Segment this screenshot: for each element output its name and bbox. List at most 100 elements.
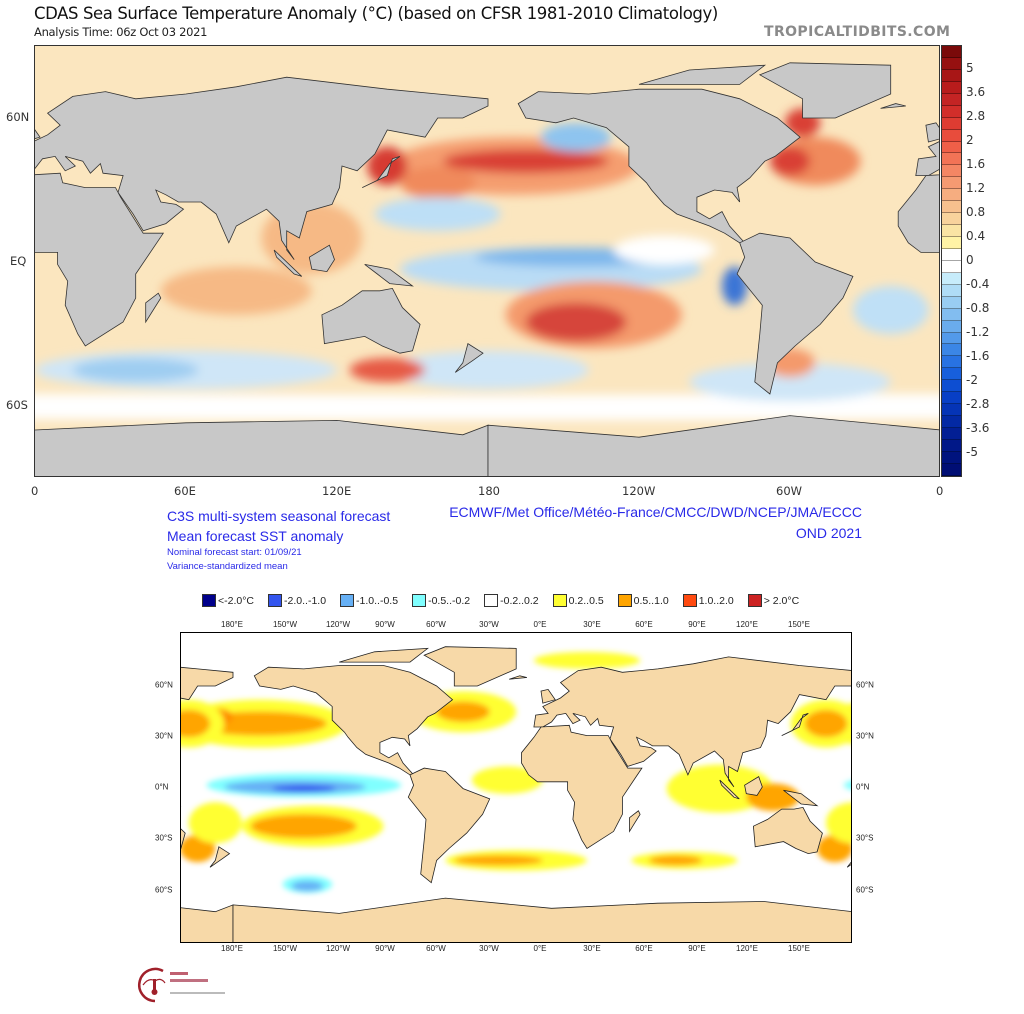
landmass-madagascar [145,292,162,324]
lat-tick-label: 30°N [856,731,874,741]
lon-tick-label: 0°E [533,620,547,629]
lon-tick-label: 120°W [325,620,351,629]
colorbar-label: -1.6 [966,349,990,363]
lat-tick-label: 0°N [856,782,870,792]
anomaly-region [540,122,612,152]
anomaly-region [160,266,312,315]
landmass-nz [454,342,484,373]
lat-tick-label: 30°S [155,833,173,843]
lat-tick-label: 30°S [856,833,874,843]
forecast-method: Variance-standardized mean [167,561,288,572]
colorbar-label: 2.8 [966,109,986,123]
lon-label: 120W [622,484,656,498]
colorbar-label: 3.6 [966,85,986,99]
colorbar-segment [942,416,961,428]
lon-label: 0 [31,484,39,498]
lon-tick-label: 150°E [788,620,810,629]
colorbar-segment [942,344,961,357]
anomaly-region [648,855,703,866]
lon-tick-label: 150°W [272,620,298,629]
legend-item: 1.0..2.0 [682,594,734,607]
analysis-map-canvas [35,46,939,476]
colorbar-segment [942,177,961,190]
lon-label: 0 [936,484,944,498]
page-title: CDAS Sea Surface Temperature Anomaly (°C… [34,4,718,23]
colorbar-segment [942,129,961,142]
landmass-japan [781,713,809,736]
colorbar-segment [942,69,961,82]
landmass-sumatra [719,779,740,800]
legend-label: > 2.0°C [763,594,800,607]
legend-swatch [268,594,283,607]
colorbar-segment [942,320,961,333]
colorbar-label: 0.8 [966,205,986,219]
sst-anomaly-analysis-map [34,45,940,477]
colorbar-segment [942,404,961,417]
anomaly-region [666,764,773,813]
lat-tick-label: 60°N [856,680,874,690]
lon-tick-label: 180°E [221,620,243,629]
lon-label: 60W [776,484,803,498]
colorbar-segment [942,225,961,237]
colorbar-segment [942,368,961,381]
lon-tick-label: 120°W [325,944,351,953]
lon-tick-label: 120°E [736,944,758,953]
legend-item: > 2.0°C [747,594,800,607]
colorbar-label: 0.4 [966,229,986,243]
colorbar-segment [942,308,961,321]
landmass-greenland [423,646,517,687]
colorbar-segment [942,272,961,285]
anomaly-region [843,780,851,790]
landmass-antarctica [181,904,234,942]
legend-item: <-2.0°C [202,594,254,607]
lon-tick-label: 30°E [583,944,601,953]
lat-label-60s: 60S [6,398,28,412]
landmass-newguinea [783,789,819,807]
colorbar-segment [942,46,961,58]
lat-tick-label: 60°N [155,680,173,690]
landmass-greenland [758,62,892,119]
anomaly-region [525,302,627,342]
forecast-legend: <-2.0°C -2.0..-1.0 -1.0..-0.5 -0.5..-0.2 -0.… [202,594,813,607]
lon-tick-label: 150°E [788,944,810,953]
lon-tick-label: 60°E [635,620,653,629]
landmass-eurasia [915,141,939,177]
colorbar-segment [942,260,961,273]
colorbar-segment [942,296,961,309]
colorbar-segment [942,439,961,452]
lon-tick-label: 120°E [736,620,758,629]
colorbar-label: -2 [966,373,978,387]
lon-tick-label: 150°W [272,944,298,953]
colorbar-label: 2 [966,133,974,147]
legend-item: 0.5..1.0 [617,594,669,607]
colorbar-segment [942,463,961,476]
legend-label: -0.2..0.2 [500,594,539,607]
legend-swatch [340,594,355,607]
colorbar-segment [942,213,961,226]
legend-swatch [202,594,216,607]
legend-item: -2.0..-1.0 [268,594,326,607]
colorbar-label: -1.2 [966,325,990,339]
anomaly-region [533,651,641,669]
anomaly-region [472,766,543,794]
lon-tick-label: 60°W [426,944,446,953]
legend-swatch [412,594,427,607]
colorbar-segment [942,81,961,94]
forecast-period: OND 2021 [795,525,862,541]
landmass-sumatra [273,249,303,277]
colorbar-segment [942,332,961,345]
lon-tick-label: 90°E [688,944,706,953]
landmass-borneo [308,244,335,273]
lat-tick-label: 60°S [856,885,874,895]
forecast-subtitle: Mean forecast SST anomaly [167,528,344,544]
analysis-time: Analysis Time: 06z Oct 03 2021 [34,25,208,39]
forecast-title: C3S multi-system seasonal forecast [167,508,391,524]
legend-swatch [747,594,762,607]
lat-label-60n: 60N [6,110,30,124]
colorbar-segment [942,392,961,405]
lon-label: 180 [478,484,500,498]
landmass-madagascar [629,810,641,833]
lat-label-eq: EQ [10,254,27,268]
lon-tick-label: 30°W [479,620,499,629]
anomaly-region [72,358,199,382]
